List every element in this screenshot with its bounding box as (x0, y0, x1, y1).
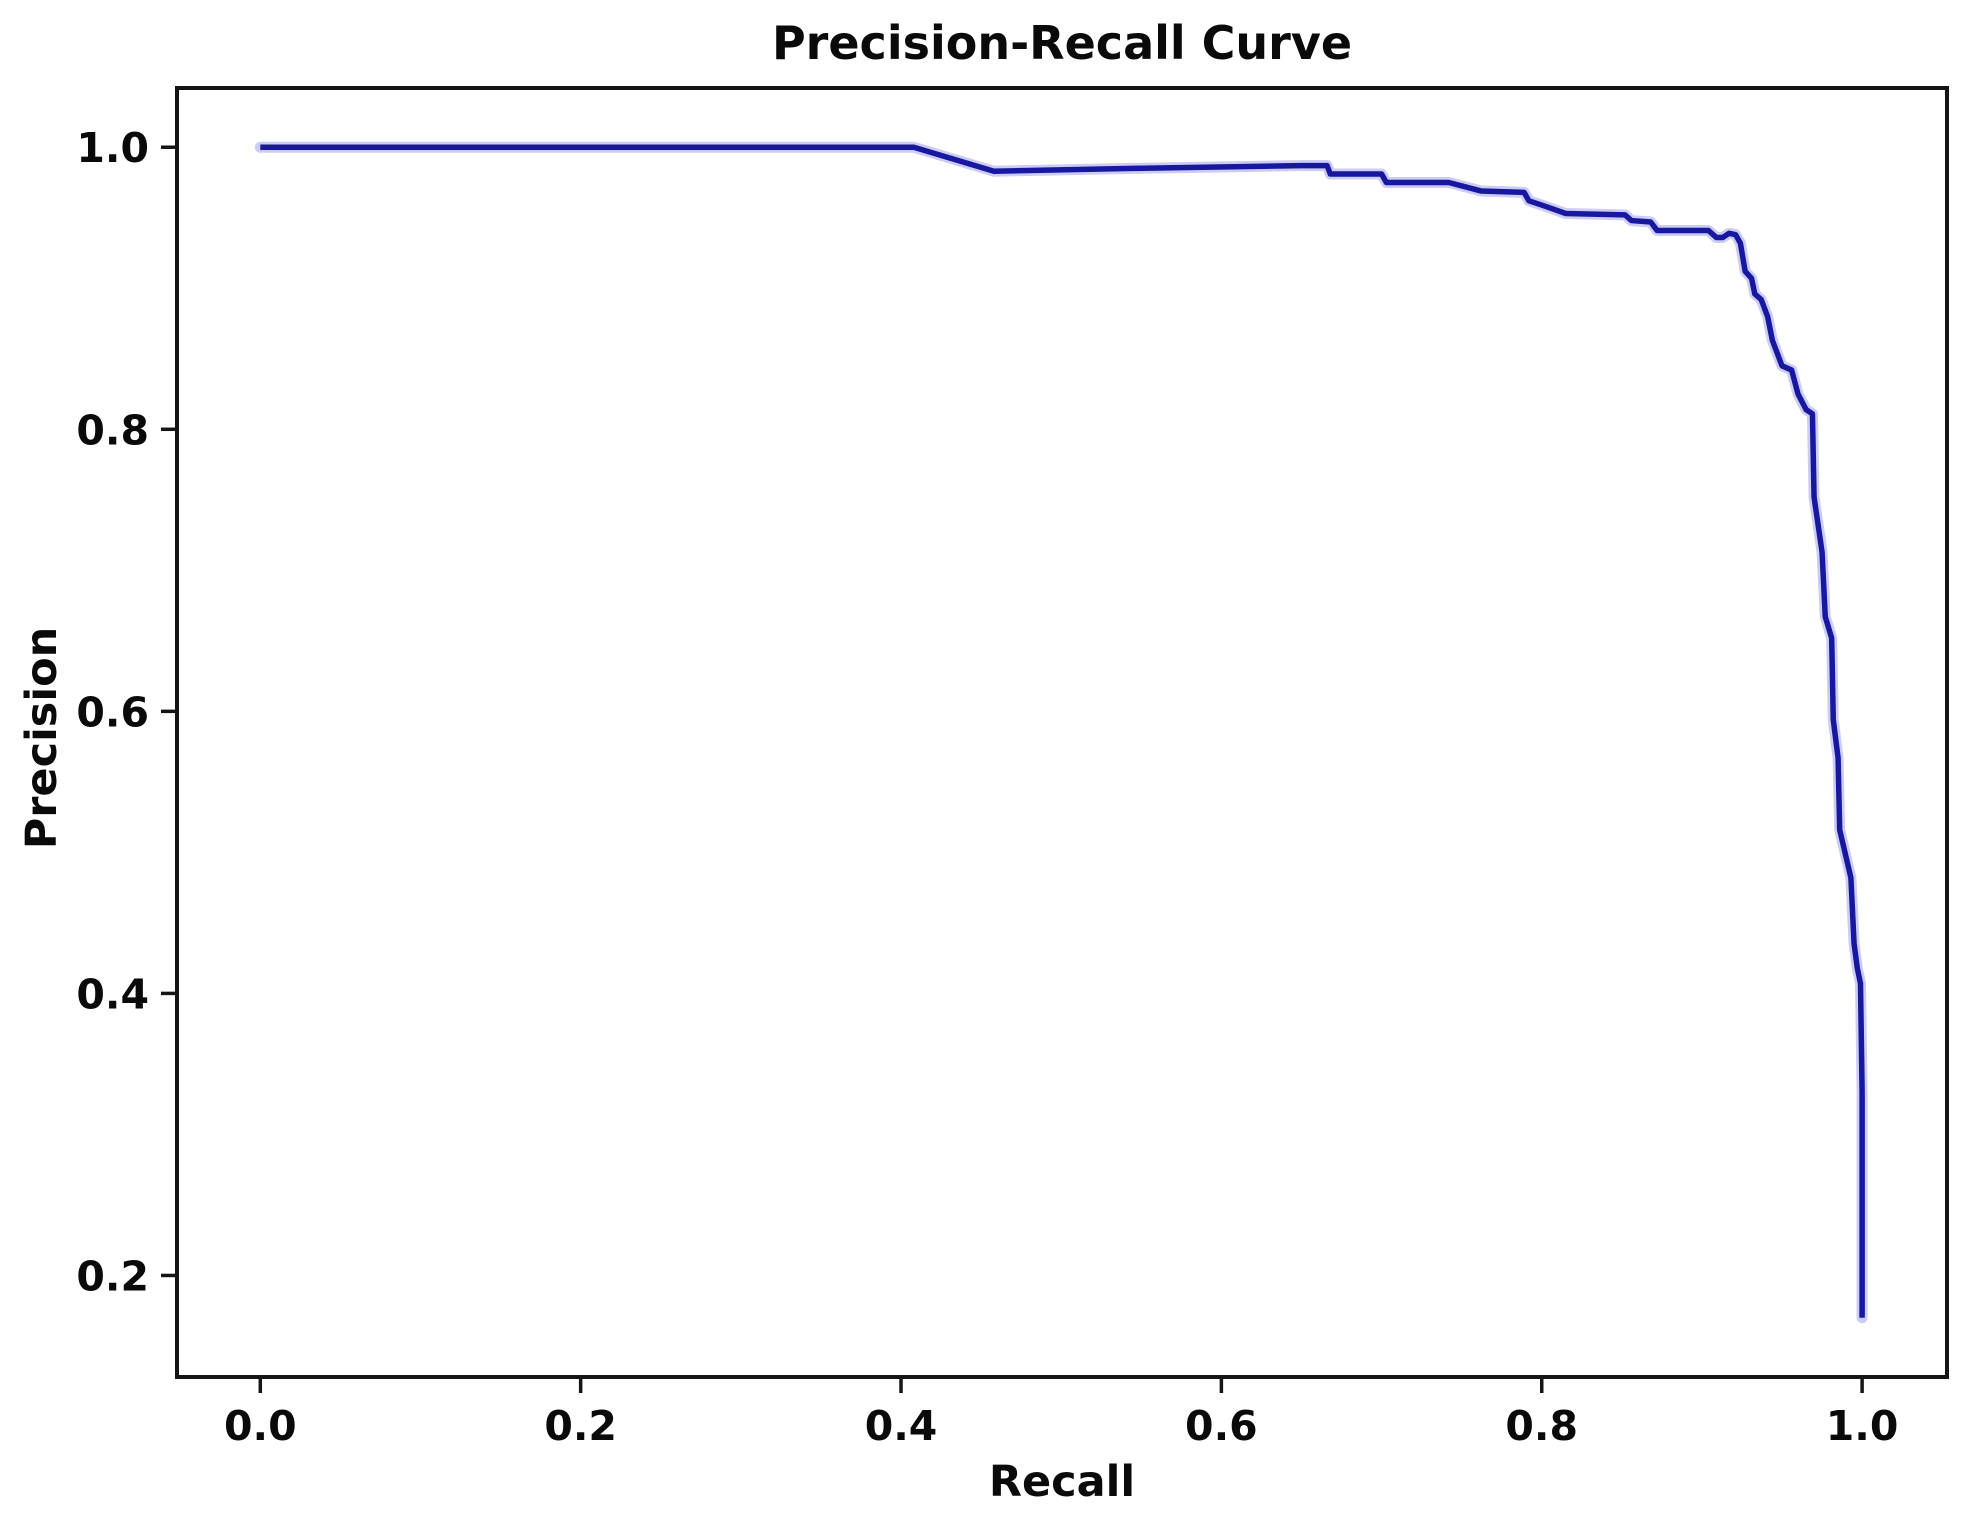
x-tick-label: 0.0 (224, 1402, 297, 1450)
y-tick-label: 0.6 (76, 688, 149, 736)
x-axis-label: Recall (988, 1457, 1136, 1507)
x-tick-label: 0.2 (544, 1402, 617, 1450)
x-tick-label: 0.6 (1185, 1402, 1258, 1450)
y-tick-label: 0.4 (76, 970, 149, 1018)
plot-border (175, 86, 1949, 1379)
y-tick-label: 0.2 (76, 1252, 149, 1300)
x-tick-label: 0.4 (865, 1402, 938, 1450)
pr-curve-line (260, 144, 1865, 1318)
chart-title: Precision-Recall Curve (771, 16, 1353, 70)
x-tick-label: 1.0 (1826, 1402, 1899, 1450)
pr-curve-halo (254, 141, 1868, 1324)
y-tick-label: 0.8 (76, 406, 149, 454)
x-tick-label: 0.8 (1505, 1402, 1578, 1450)
y-tick-label: 1.0 (76, 124, 149, 172)
